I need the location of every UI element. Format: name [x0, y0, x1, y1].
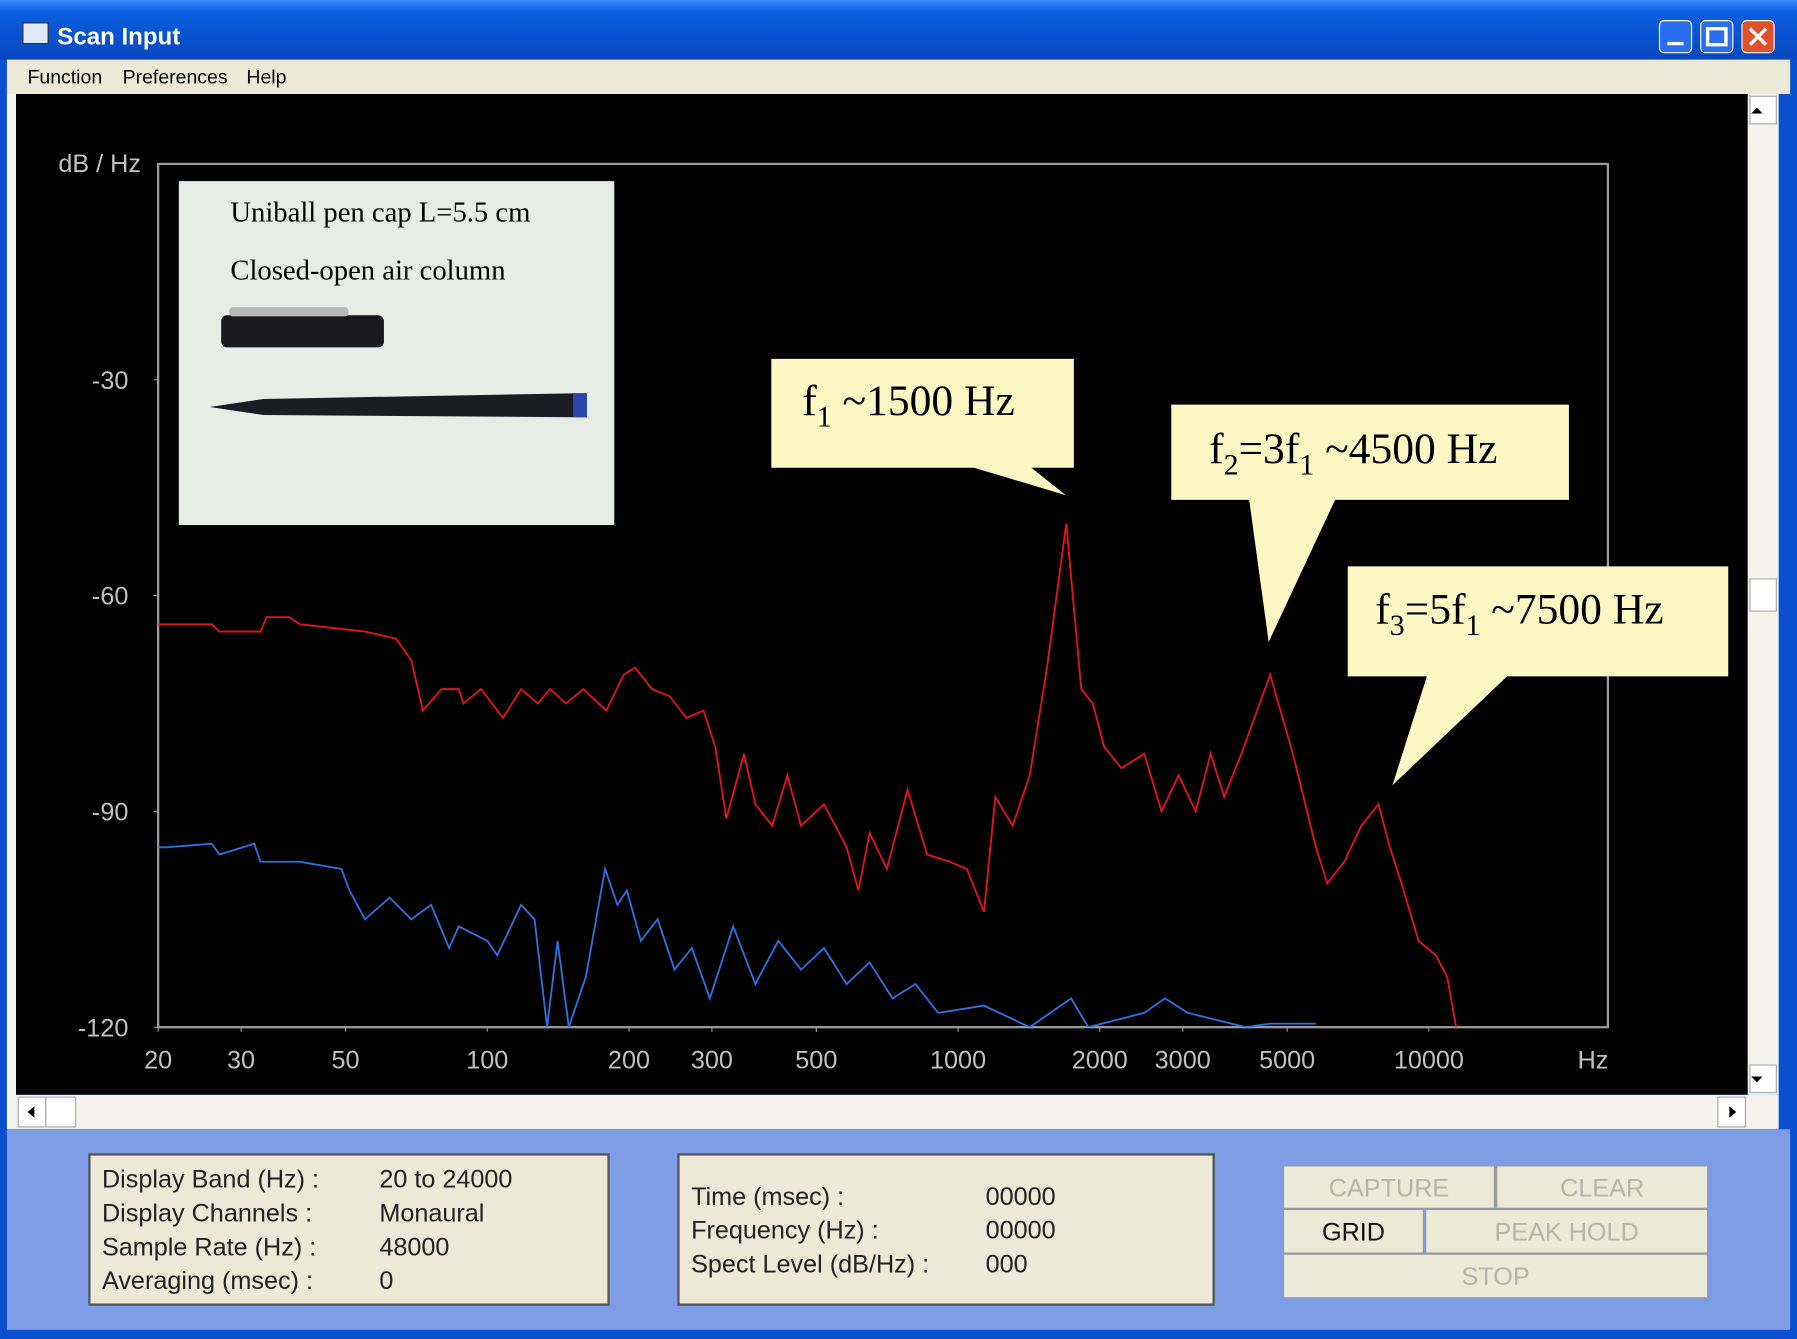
info-value: Monaural [379, 1199, 484, 1227]
menu-item[interactable]: Function [28, 67, 103, 89]
callout-subscript: 1 [1299, 449, 1314, 482]
y-axis-label: dB / Hz [58, 150, 141, 178]
button-label[interactable]: STOP [1462, 1263, 1530, 1291]
callout-text-part: ~1500 Hz [832, 377, 1015, 425]
window-title: Scan Input [57, 24, 180, 51]
inset-photo [179, 181, 614, 525]
info-label: Display Band (Hz) : [102, 1166, 319, 1194]
scroll-up[interactable] [1750, 96, 1776, 124]
y-tick-label: -60 [92, 583, 128, 611]
x-tick-label: 100 [466, 1046, 508, 1074]
callout-subscript: 3 [1390, 609, 1405, 642]
button-label[interactable]: PEAK HOLD [1495, 1218, 1639, 1246]
title-bar [0, 0, 1797, 60]
callout-subscript: 1 [817, 400, 832, 433]
app-icon [23, 23, 48, 44]
x-tick-label: 200 [608, 1046, 650, 1074]
x-tick-label: 300 [691, 1046, 733, 1074]
scroll-thumb-h[interactable] [46, 1097, 76, 1127]
x-tick-label: 3000 [1155, 1046, 1211, 1074]
pen-clip [229, 307, 348, 316]
x-axis-label: Hz [1578, 1046, 1609, 1074]
callout-text-part: =3f [1238, 425, 1299, 473]
callout-text: f3=5f1 ~7500 Hz [1375, 586, 1663, 642]
minimize-button[interactable] [1659, 21, 1691, 53]
info-value: 48000 [379, 1233, 449, 1261]
callout-text-part: ~4500 Hz [1314, 425, 1497, 473]
status-value: 00000 [986, 1217, 1056, 1245]
inset-caption: Closed-open air column [230, 255, 505, 287]
menu-item[interactable]: Preferences [123, 67, 228, 89]
y-tick-label: -90 [92, 799, 128, 827]
button-label[interactable]: CAPTURE [1329, 1174, 1449, 1202]
callout-text-part: f [1375, 586, 1390, 634]
callout-text: f1 ~1500 Hz [802, 377, 1015, 433]
x-tick-label: 30 [227, 1046, 255, 1074]
x-tick-label: 50 [331, 1046, 359, 1074]
y-tick-label: -120 [78, 1014, 128, 1042]
status-label: Time (msec) : [691, 1183, 844, 1211]
info-label: Sample Rate (Hz) : [102, 1233, 316, 1261]
status-value: 000 [986, 1251, 1028, 1279]
horizontal-scrollbar[interactable] [16, 1095, 1779, 1129]
menu-item[interactable]: Help [246, 67, 286, 89]
x-tick-label: 1000 [930, 1046, 986, 1074]
callout-text-part: ~7500 Hz [1480, 586, 1663, 634]
x-tick-label: 10000 [1394, 1046, 1464, 1074]
scroll-thumb[interactable] [1750, 579, 1776, 611]
screenshot: Scan Input dB / Hz Hz f1 ~1500 Hzf2=3f1 … [0, 0, 1797, 1339]
status-label: Spect Level (dB/Hz) : [691, 1251, 929, 1279]
inset-caption: Uniball pen cap L=5.5 cm [230, 196, 530, 228]
callout-subscript: 1 [1466, 609, 1481, 642]
callout-text-part: =5f [1405, 586, 1466, 634]
status-label: Frequency (Hz) : [691, 1217, 879, 1245]
x-tick-label: 5000 [1259, 1046, 1315, 1074]
info-value: 20 to 24000 [379, 1166, 512, 1194]
callout-text-part: f [1209, 425, 1224, 473]
callout-subscript: 2 [1224, 449, 1239, 482]
maximize-button[interactable] [1701, 21, 1733, 53]
x-tick-label: 2000 [1072, 1046, 1128, 1074]
left-edge [7, 94, 16, 1129]
status-value: 00000 [986, 1183, 1056, 1211]
pen-end [573, 393, 587, 417]
y-tick-label: -30 [92, 367, 128, 395]
callout-text-part: f [802, 377, 817, 425]
pen-cap [221, 315, 384, 347]
x-tick-label: 500 [795, 1046, 837, 1074]
info-label: Display Channels : [102, 1199, 312, 1227]
button-label[interactable]: CLEAR [1560, 1174, 1644, 1202]
info-label: Averaging (msec) : [102, 1267, 313, 1295]
button-label[interactable]: GRID [1322, 1218, 1385, 1246]
callout-text: f2=3f1 ~4500 Hz [1209, 425, 1497, 481]
info-value: 0 [379, 1267, 393, 1295]
x-tick-label: 20 [144, 1046, 172, 1074]
